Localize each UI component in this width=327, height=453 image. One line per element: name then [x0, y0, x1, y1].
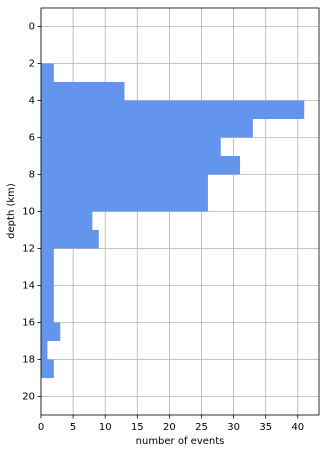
y-tick-label: 10 — [22, 207, 35, 218]
bar — [41, 267, 54, 286]
x-tick-label: 0 — [38, 422, 44, 433]
y-tick-label: 20 — [22, 392, 35, 403]
bar — [41, 63, 54, 82]
y-tick-label: 6 — [29, 133, 35, 144]
x-axis-label: number of events — [136, 436, 225, 447]
y-tick-label: 8 — [29, 170, 35, 181]
y-tick-label: 2 — [29, 59, 35, 70]
bar — [41, 248, 54, 267]
y-tick-label: 18 — [22, 355, 35, 366]
y-tick-label: 14 — [22, 281, 35, 292]
bar — [41, 174, 208, 193]
bar — [41, 304, 54, 323]
bar — [41, 156, 241, 175]
bar — [41, 193, 208, 212]
bar — [41, 285, 54, 304]
bar — [41, 82, 125, 101]
y-tick-label: 16 — [22, 318, 35, 329]
x-tick-label: 30 — [227, 422, 240, 433]
bar — [41, 137, 221, 156]
x-tick-label: 20 — [163, 422, 176, 433]
y-tick-label: 4 — [29, 96, 35, 107]
x-tick-label: 10 — [99, 422, 112, 433]
x-tick-label: 25 — [195, 422, 208, 433]
y-axis-label: depth (km) — [6, 183, 17, 239]
x-tick-label: 5 — [70, 422, 76, 433]
bar — [41, 211, 93, 230]
plot-frame — [40, 7, 320, 416]
bar — [41, 341, 48, 360]
x-tick-label: 15 — [131, 422, 144, 433]
bar — [41, 359, 54, 378]
x-tick-label: 35 — [259, 422, 272, 433]
bar — [41, 100, 305, 119]
x-tick-label: 40 — [291, 422, 304, 433]
y-tick-label: 0 — [29, 22, 35, 33]
y-tick-label: 12 — [22, 244, 35, 255]
bar — [41, 119, 253, 138]
bar — [41, 322, 61, 341]
bar — [41, 230, 99, 249]
